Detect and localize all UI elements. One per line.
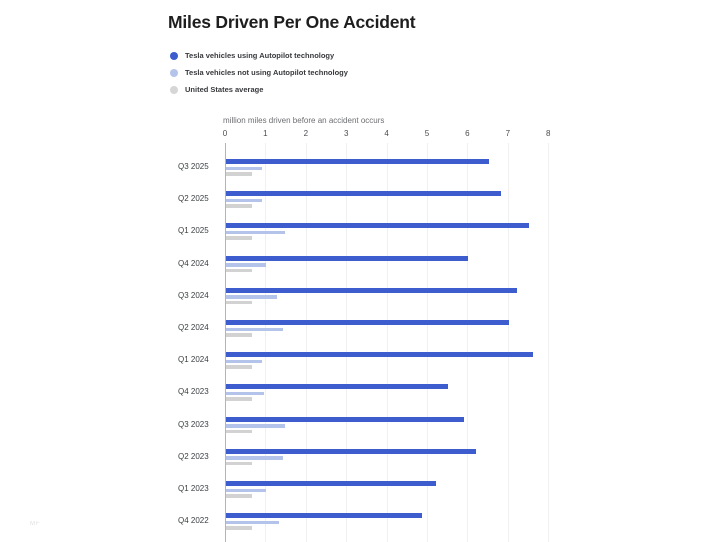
gridline (386, 143, 388, 542)
bar-us-average (226, 300, 253, 305)
bar-autopilot (226, 159, 489, 164)
bar-autopilot (226, 320, 509, 325)
bar-no-autopilot (226, 198, 263, 203)
bar-no-autopilot (226, 391, 265, 396)
legend-item-autopilot: Tesla vehicles using Autopilot technolog… (170, 47, 348, 64)
gridline (305, 143, 307, 542)
bar-autopilot (226, 513, 422, 519)
category-label: Q3 2024 (178, 290, 209, 300)
circle-swatch-icon (170, 85, 178, 94)
bar-no-autopilot (226, 359, 263, 364)
bar-us-average (226, 236, 253, 240)
bar-us-average (226, 204, 253, 208)
bar-no-autopilot (226, 488, 267, 492)
legend-item-us-average: United States average (170, 81, 348, 98)
gridline (427, 143, 428, 542)
x-tick-label: 0 (222, 129, 228, 138)
bar-no-autopilot (226, 230, 285, 235)
legend-item-label: Tesla vehicles using Autopilot technolog… (185, 51, 335, 60)
x-tick-label: 1 (263, 129, 268, 138)
bar-us-average (226, 333, 253, 337)
category-label: Q2 2023 (178, 451, 209, 461)
x-tick-label: 6 (465, 129, 470, 138)
bar-autopilot (226, 448, 477, 454)
category-label: Q2 2025 (178, 194, 209, 204)
x-tick-label: 3 (343, 129, 349, 138)
y-axis-line (225, 143, 226, 542)
category-label: Q3 2023 (178, 419, 209, 429)
bar-autopilot (226, 223, 529, 229)
gridline (346, 143, 348, 542)
bar-us-average (226, 397, 253, 401)
bar-us-average (226, 429, 253, 434)
bar-autopilot (226, 191, 501, 197)
category-label: Q1 2024 (178, 355, 209, 365)
x-axis-title: million miles driven before an accident … (223, 116, 385, 125)
bar-us-average (226, 526, 253, 530)
bar-us-average (226, 365, 253, 369)
bar-no-autopilot (226, 263, 267, 267)
bar-autopilot (226, 416, 465, 422)
legend-item-no-autopilot: Tesla vehicles not using Autopilot techn… (170, 64, 348, 81)
bar-autopilot (226, 255, 469, 261)
category-label: Q3 2025 (178, 162, 209, 171)
gridline (467, 143, 469, 542)
bar-us-average (226, 494, 253, 498)
x-tick-label: 5 (424, 129, 430, 138)
bar-no-autopilot (226, 424, 285, 428)
bar-autopilot (226, 352, 534, 358)
legend: Tesla vehicles using Autopilot technolog… (170, 47, 348, 98)
category-label: Q1 2023 (178, 484, 209, 493)
legend-item-label: United States average (185, 85, 264, 94)
category-label: Q4 2022 (178, 516, 209, 526)
bar-autopilot (226, 287, 517, 293)
bar-us-average (226, 461, 253, 466)
gridline (265, 143, 267, 542)
watermark-artifact: MF (30, 521, 41, 527)
category-label: Q4 2023 (178, 387, 209, 397)
x-tick-label: 4 (384, 129, 389, 138)
bar-no-autopilot (226, 166, 263, 170)
bar-no-autopilot (226, 520, 279, 525)
x-tick-label: 2 (303, 129, 309, 138)
gridline (507, 143, 509, 542)
legend-item-label: Tesla vehicles not using Autopilot techn… (185, 68, 348, 77)
bar-no-autopilot (226, 456, 283, 460)
bar-us-average (226, 172, 253, 176)
bar-us-average (226, 268, 253, 273)
category-label: Q4 2024 (178, 258, 209, 268)
x-tick-label: 8 (545, 129, 551, 138)
gridline (548, 143, 550, 542)
circle-swatch-icon (170, 51, 178, 60)
circle-swatch-icon (170, 68, 178, 77)
bar-autopilot (226, 481, 437, 486)
category-label: Q2 2024 (178, 323, 209, 332)
category-label: Q1 2025 (178, 226, 209, 236)
bar-autopilot (226, 384, 449, 390)
bar-no-autopilot (226, 327, 283, 331)
bar-no-autopilot (226, 295, 277, 299)
x-tick-label: 7 (505, 129, 511, 138)
chart-title: Miles Driven Per One Accident (168, 12, 416, 32)
